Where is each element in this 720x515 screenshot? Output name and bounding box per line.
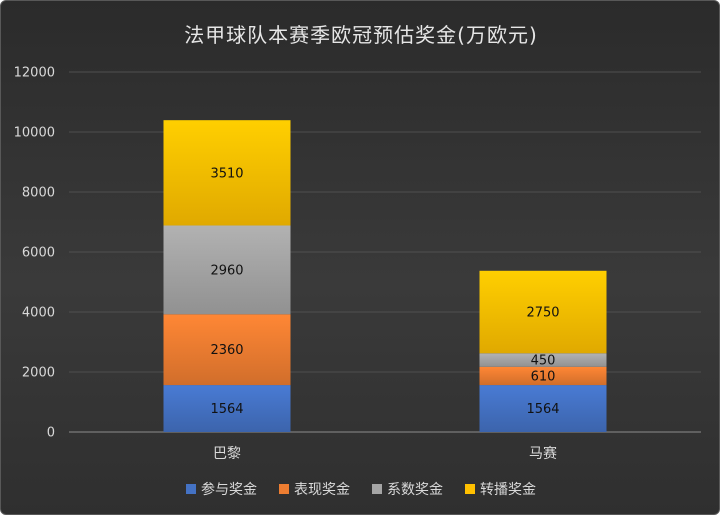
chart-title: 法甲球队本赛季欧冠预估奖金(万欧元) bbox=[184, 23, 538, 47]
y-tick-label: 2000 bbox=[22, 366, 55, 381]
x-axis: 巴黎 马赛 bbox=[213, 446, 557, 462]
data-label: 2360 bbox=[210, 343, 243, 358]
data-label: 2960 bbox=[210, 263, 243, 278]
bar-segment bbox=[163, 120, 291, 226]
category-label: 马赛 bbox=[529, 446, 557, 462]
data-label: 1564 bbox=[210, 402, 243, 417]
bar-segment bbox=[479, 270, 607, 354]
legend-swatch bbox=[465, 484, 475, 494]
legend-label: 表现奖金 bbox=[294, 482, 350, 498]
data-label: 2750 bbox=[526, 306, 559, 321]
y-tick-label: 12000 bbox=[14, 66, 55, 81]
bar-segment bbox=[479, 366, 607, 386]
bars bbox=[163, 120, 607, 432]
legend-item: 参与奖金 bbox=[186, 479, 257, 499]
bar-segment bbox=[163, 225, 291, 315]
data-label: 3510 bbox=[210, 166, 243, 181]
data-label: 450 bbox=[531, 354, 556, 369]
legend: 参与奖金 表现奖金 系数奖金 转播奖金 bbox=[1, 479, 719, 499]
bar-segment bbox=[163, 314, 291, 386]
bar-segment bbox=[479, 385, 607, 432]
legend-item: 转播奖金 bbox=[465, 479, 536, 499]
legend-label: 系数奖金 bbox=[387, 482, 443, 498]
data-label: 1564 bbox=[526, 402, 559, 417]
y-tick-label: 10000 bbox=[14, 126, 55, 141]
legend-item: 表现奖金 bbox=[279, 479, 350, 499]
legend-swatch bbox=[372, 484, 382, 494]
legend-label: 转播奖金 bbox=[480, 482, 536, 498]
y-tick-label: 6000 bbox=[22, 246, 55, 261]
bar-segment bbox=[479, 353, 607, 367]
y-axis: 0 2000 4000 6000 8000 10000 12000 bbox=[14, 66, 55, 441]
y-tick-label: 0 bbox=[47, 426, 55, 441]
legend-swatch bbox=[186, 484, 196, 494]
bar-segment bbox=[163, 385, 291, 432]
legend-swatch bbox=[279, 484, 289, 494]
y-tick-label: 4000 bbox=[22, 306, 55, 321]
category-label: 巴黎 bbox=[213, 446, 241, 462]
y-tick-label: 8000 bbox=[22, 186, 55, 201]
data-label: 610 bbox=[531, 369, 556, 384]
legend-label: 参与奖金 bbox=[201, 482, 257, 498]
legend-item: 系数奖金 bbox=[372, 479, 443, 499]
